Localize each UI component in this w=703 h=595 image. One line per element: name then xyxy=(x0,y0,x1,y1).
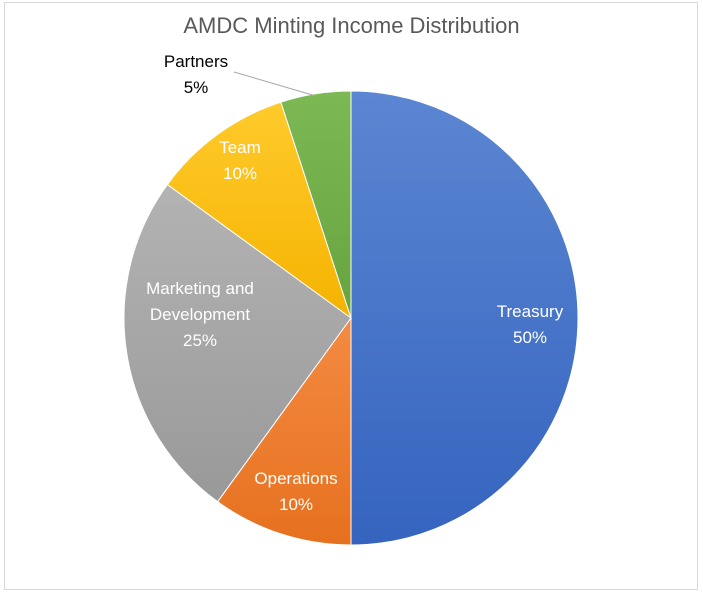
slice-label-marketing-and-development: Marketing and Development 25% xyxy=(146,279,254,350)
pie-slice-partners xyxy=(280,90,352,319)
leader-line-partners xyxy=(233,71,316,97)
slice-label-partners: Partners 5% xyxy=(164,52,228,97)
slice-label-team: Team 10% xyxy=(219,138,261,183)
pie-slice-operations xyxy=(216,316,352,546)
chart-title: AMDC Minting Income Distribution xyxy=(183,13,520,38)
pie-slice-marketing-and-development xyxy=(123,183,352,503)
slice-label-treasury: Treasury 50% xyxy=(497,302,564,347)
slice-label-operations: Operations 10% xyxy=(254,469,337,514)
pie-slice-treasury xyxy=(350,90,579,546)
pie-slice-team xyxy=(166,101,352,320)
